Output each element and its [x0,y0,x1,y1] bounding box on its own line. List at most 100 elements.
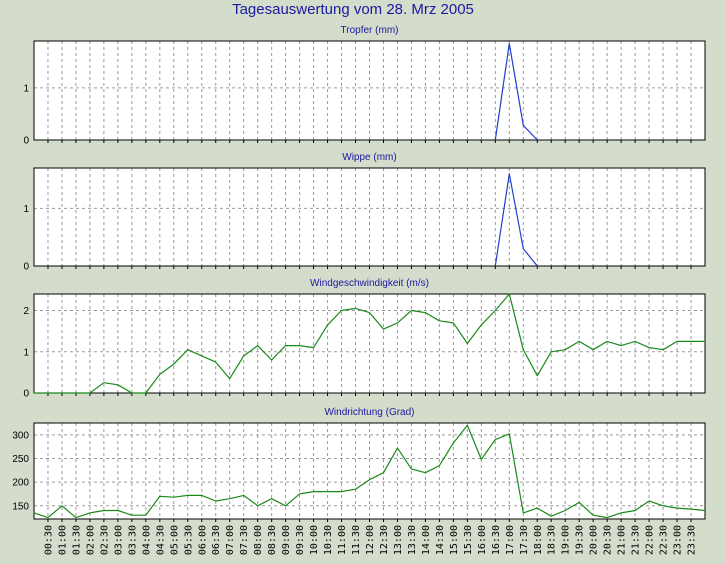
x-tick-label: 03:30 [127,525,138,555]
y-tick-label: 0 [23,262,29,273]
data-point [620,511,623,514]
data-point [158,495,161,498]
chart-panel-2: Wippe (mm) 0 1 [23,152,706,273]
data-point [424,311,427,314]
x-axis: 00:30 01:00 01:30 02:00 02:30 03:00 03:30 04:00… [44,525,698,555]
data-point [564,348,567,351]
x-tick-label: 20:00 [589,525,600,555]
panel-title: Windgeschwindigkeit (m/s) [310,278,429,289]
data-point [690,340,693,343]
data-point [522,511,525,514]
x-tick-label: 13:30 [407,525,418,555]
data-point [578,340,581,343]
data-point [382,328,385,331]
x-tick-label: 23:00 [673,525,684,555]
data-point [410,467,413,470]
x-tick-label: 21:00 [617,525,628,555]
series-line [33,424,706,519]
series-line [34,293,705,394]
x-tick-label: 08:30 [267,525,278,555]
data-point [536,139,539,142]
x-tick-label: 03:00 [113,525,124,555]
data-point [61,504,64,507]
x-tick-label: 09:00 [281,525,292,555]
data-point [522,247,525,250]
data-point [172,363,175,366]
data-point [326,490,329,493]
data-point [284,504,287,507]
x-tick-label: 05:00 [169,525,180,555]
data-point [620,344,623,347]
data-point [88,392,91,395]
data-point [396,447,399,450]
data-point [88,511,91,514]
data-point [564,509,567,512]
data-point [74,392,77,395]
data-point [326,323,329,326]
panel-title: Wippe (mm) [342,152,396,163]
data-point [116,509,119,512]
data-point [116,383,119,386]
y-tick-label: 1 [23,83,29,94]
data-point [634,509,637,512]
x-tick-label: 18:00 [533,525,544,555]
x-tick-label: 14:30 [435,525,446,555]
x-tick-label: 15:30 [463,525,474,555]
data-point [522,348,525,351]
y-tick-label: 1 [23,347,29,358]
data-point [508,293,511,296]
data-point [648,346,651,349]
data-point [186,494,189,497]
data-point [312,490,315,493]
data-point [228,497,231,500]
data-point [676,507,679,510]
x-tick-label: 12:30 [379,525,390,555]
data-point [158,373,161,376]
x-tick-label: 07:30 [239,525,250,555]
x-tick-label: 07:00 [225,525,236,555]
x-tick-label: 01:00 [58,525,69,555]
data-point [396,321,399,324]
data-point [74,516,77,519]
x-tick-label: 20:30 [603,525,614,555]
data-point [424,471,427,474]
x-tick-label: 16:30 [491,525,502,555]
data-point [214,500,217,503]
x-tick-label: 14:00 [421,525,432,555]
chart-panel-3: Windgeschwindigkeit (m/s) 0 1 2 [23,278,706,400]
data-point [452,321,455,324]
data-point [340,490,343,493]
data-point [200,354,203,357]
data-point [340,309,343,312]
data-point [494,265,497,268]
data-point [102,509,105,512]
data-point [242,354,245,357]
data-point [452,441,455,444]
y-tick-label: 0 [23,389,29,400]
panel-title: Windrichtung (Grad) [324,407,414,418]
data-point [130,514,133,517]
x-tick-label: 18:30 [547,525,558,555]
data-point [494,309,497,312]
x-tick-label: 15:00 [449,525,460,555]
x-tick-label: 19:00 [561,525,572,555]
data-point [228,377,231,380]
data-point [592,514,595,517]
data-point [130,392,133,395]
data-point [312,346,315,349]
x-tick-label: 01:30 [71,525,82,555]
data-point [480,323,483,326]
data-point [200,494,203,497]
y-tick-label: 200 [12,478,29,489]
data-point [298,492,301,495]
data-point [494,139,497,142]
data-point [648,500,651,503]
data-point [690,508,693,511]
data-point [270,497,273,500]
x-tick-label: 22:30 [659,525,670,555]
data-point [662,504,665,507]
data-point [47,392,50,395]
data-point [382,471,385,474]
y-tick-label: 1 [23,204,29,215]
y-tick-label: 0 [23,136,29,147]
